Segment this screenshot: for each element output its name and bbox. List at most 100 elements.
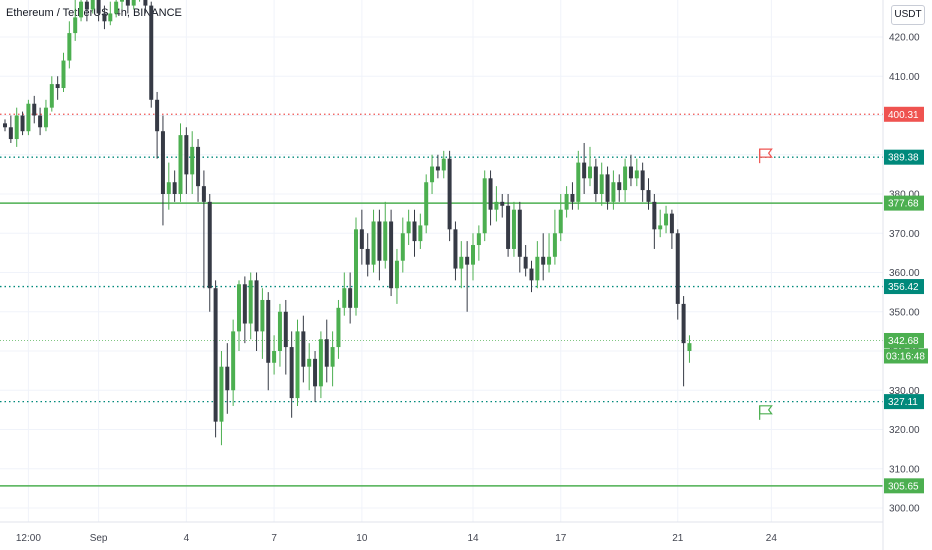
- candle-body: [517, 209, 522, 257]
- candle-body: [301, 331, 306, 367]
- y-tick-label: 320.00: [889, 425, 920, 436]
- candle-body: [237, 284, 241, 332]
- flag-cloth: [759, 405, 773, 415]
- candle-body: [184, 135, 189, 175]
- level-badge: [884, 106, 924, 122]
- level-badge: [884, 279, 924, 295]
- candle-body: [160, 131, 165, 194]
- candle-body: [664, 213, 669, 226]
- candle-body: [412, 221, 417, 242]
- candle-body: [272, 351, 277, 363]
- flag-cloth: [759, 148, 773, 158]
- candle-body: [73, 17, 78, 34]
- candle-body: [535, 256, 540, 281]
- candle-body: [20, 115, 25, 132]
- flag-icon: [759, 405, 773, 420]
- candle-body: [348, 288, 353, 308]
- level-badge: [884, 478, 924, 494]
- candle-body: [307, 358, 312, 367]
- flag-markers: [759, 148, 773, 420]
- candle-body: [570, 194, 575, 202]
- y-tick-label: 410.00: [889, 72, 920, 83]
- last-price-badge: [884, 332, 924, 348]
- candle-body: [389, 221, 394, 289]
- candle-body: [143, 0, 148, 6]
- candle-body: [336, 307, 341, 348]
- level-badge: [884, 149, 924, 165]
- currency-button[interactable]: USDT: [891, 5, 925, 25]
- candle-body: [32, 103, 37, 116]
- candle-body: [49, 84, 54, 108]
- candle-body: [342, 288, 347, 308]
- candle-body: [529, 268, 534, 281]
- candle-body: [652, 201, 657, 230]
- candle-body: [681, 303, 686, 344]
- candle-body: [383, 221, 388, 261]
- candle-body: [465, 256, 470, 265]
- grid: [0, 0, 883, 522]
- candle-body: [675, 233, 680, 304]
- candle-body: [231, 331, 236, 391]
- candle-body: [599, 174, 604, 194]
- flag-icon: [759, 148, 773, 164]
- candle-body: [324, 339, 329, 367]
- candle-body: [155, 99, 160, 132]
- candle-body: [67, 33, 72, 61]
- candle-body: [166, 182, 171, 194]
- y-tick-label: 300.00: [889, 504, 920, 515]
- candle-body: [84, 1, 89, 10]
- candle-body: [371, 221, 376, 265]
- price-badges: 400.31 389.38 377.68 356.42 327.11 305.65 342.…: [884, 106, 928, 494]
- candle-body: [108, 13, 113, 22]
- level-badge-text: 400.31: [888, 110, 919, 121]
- candle-body: [406, 221, 411, 234]
- x-tick-label: 24: [766, 533, 778, 544]
- x-tick-label: Sep: [90, 533, 108, 544]
- candle-body: [418, 225, 423, 242]
- candle-body: [669, 213, 674, 234]
- y-tick-label: 310.00: [889, 464, 920, 475]
- candle-body: [14, 115, 19, 140]
- candle-body: [593, 166, 598, 194]
- level-badge-text: 389.38: [888, 153, 919, 164]
- candle-body: [61, 60, 66, 89]
- candle-body: [43, 107, 48, 128]
- candle-body: [213, 288, 218, 422]
- candle-body: [96, 0, 101, 14]
- candle-body: [634, 170, 639, 179]
- time-axis[interactable]: 12:00 Sep 4 7 10 14 17 21 24: [16, 533, 777, 544]
- candle-body: [646, 190, 651, 202]
- candle-body: [365, 248, 370, 265]
- x-tick-label: 14: [467, 533, 479, 544]
- candle-body: [289, 347, 294, 399]
- candle-body: [55, 84, 60, 89]
- candle-body: [558, 209, 563, 234]
- candle-body: [219, 366, 224, 422]
- candle-body: [488, 178, 493, 210]
- price-axis[interactable]: 300.00310.00320.00330.00340.00350.00360.…: [889, 33, 920, 515]
- candle-body: [90, 0, 95, 10]
- candle-body: [38, 115, 43, 128]
- candle-body: [354, 229, 358, 308]
- countdown-badge: [884, 348, 928, 364]
- candle-body: [26, 103, 31, 132]
- x-tick-label: 4: [184, 533, 190, 544]
- candle-body: [523, 256, 528, 269]
- candle-body: [482, 178, 487, 234]
- candle-body: [131, 0, 136, 6]
- level-badge-text: 327.11: [888, 397, 918, 408]
- x-tick-label: 21: [672, 533, 684, 544]
- candle-body: [149, 5, 154, 100]
- level-badge-text: 356.42: [888, 282, 919, 293]
- countdown-text: 03:16:48: [886, 351, 925, 362]
- candle-body: [330, 347, 335, 367]
- x-tick-label: 12:00: [16, 533, 41, 544]
- candle-body: [283, 311, 288, 348]
- candle-body: [172, 182, 177, 194]
- chart-title: Ethereum / TetherUS, 4h, BINANCE: [6, 7, 182, 19]
- candle-body: [611, 182, 616, 202]
- candle-body: [79, 1, 84, 18]
- candle-body: [102, 13, 107, 22]
- candle-body: [400, 233, 405, 261]
